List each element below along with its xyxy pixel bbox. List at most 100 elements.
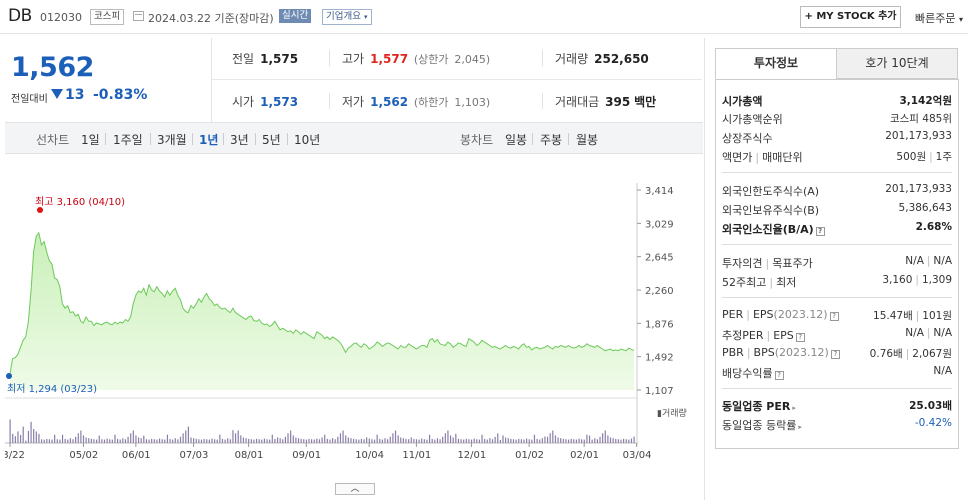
x-tick-label: 12/01 xyxy=(457,450,486,461)
volume-bar xyxy=(549,433,551,443)
volume-bar xyxy=(303,439,305,443)
volume-bar xyxy=(124,439,127,443)
volume-bar xyxy=(308,438,310,443)
volume-bar xyxy=(227,438,229,443)
volume-bar xyxy=(345,435,347,443)
volume-bar xyxy=(295,437,297,443)
volume-bar xyxy=(455,433,457,443)
help-icon[interactable]: ? xyxy=(795,333,805,342)
period-3y[interactable]: 3년 xyxy=(230,133,249,147)
volume-bar xyxy=(88,438,90,443)
volume-bar xyxy=(560,438,562,443)
volume-bar xyxy=(449,435,452,443)
stock-name: DB xyxy=(8,6,32,26)
volume-bar xyxy=(607,435,609,443)
chevron-right-icon[interactable]: ▸ xyxy=(798,423,802,431)
price-chart[interactable]: 3,414 3,029 2,645 2,260 1,876 1,492 1,107 03/22… xyxy=(5,155,703,485)
chevron-down-icon: ▾ xyxy=(958,15,963,24)
volume-bar xyxy=(528,439,530,443)
volume-bar xyxy=(38,433,40,443)
period-3m[interactable]: 3개월 xyxy=(157,133,187,147)
volume-bar xyxy=(615,438,617,443)
period-1y[interactable]: 1년 xyxy=(199,133,219,147)
per-row: PER | EPS(2023.12)? 15.47배 | 101원 xyxy=(722,308,952,322)
volume-bar xyxy=(499,440,501,443)
w52-row: 52주최고 | 최저 3,160 | 1,309 xyxy=(722,274,952,289)
volume-bar xyxy=(630,438,633,443)
sector-rate-row: 동일업종 등락률 ▸ -0.42% xyxy=(722,417,952,432)
help-icon[interactable]: ? xyxy=(829,312,839,321)
volume-bar xyxy=(526,438,528,443)
volume-bar xyxy=(326,438,328,443)
volume-bar xyxy=(583,439,585,443)
volume-bar xyxy=(596,439,598,443)
volume-bar xyxy=(318,439,321,443)
volume-bar xyxy=(570,438,572,443)
volume-bar xyxy=(203,438,205,443)
volume-bar xyxy=(400,437,402,443)
volume-bar xyxy=(72,439,74,443)
volume-bar xyxy=(447,430,449,443)
candle-monthly[interactable]: 월봉 xyxy=(576,133,599,147)
volume-bar xyxy=(620,439,622,443)
volume-bar xyxy=(216,439,218,443)
tab-investment-info[interactable]: 투자정보 xyxy=(715,48,837,79)
open-price: 시가 1,573 xyxy=(232,95,299,109)
volume-bar xyxy=(368,438,370,443)
volume-bar xyxy=(143,435,145,443)
candle-weekly[interactable]: 주봉 xyxy=(540,133,563,147)
volume-bar xyxy=(541,438,543,443)
volume-bar xyxy=(604,430,606,443)
volume-bar xyxy=(250,439,252,443)
chevron-right-icon[interactable]: ▸ xyxy=(792,404,796,412)
volume-bar xyxy=(290,430,292,443)
volume-bar xyxy=(56,439,58,443)
x-tick-label: 11/01 xyxy=(402,450,431,461)
investment-info-body: 시가총액 3,142억원 시가총액순위 코스피 485위 상장주식수 201,173,… xyxy=(715,79,959,449)
period-10y[interactable]: 10년 xyxy=(294,133,321,147)
corp-info-dropdown[interactable]: 기업개요 ▾ xyxy=(322,9,372,25)
volume-bar xyxy=(61,434,64,443)
candle-daily[interactable]: 일봉 xyxy=(505,133,528,147)
volume-bar xyxy=(67,439,69,443)
help-icon[interactable]: ? xyxy=(774,371,784,380)
volume-bar xyxy=(48,439,51,443)
volume-bar xyxy=(371,439,373,443)
help-icon[interactable]: ? xyxy=(830,350,840,359)
period-1d[interactable]: 1일 xyxy=(81,133,100,147)
volume-bar xyxy=(347,437,349,443)
volume-bar xyxy=(436,438,439,443)
volume-bar xyxy=(255,438,258,443)
volume-bar xyxy=(379,438,381,443)
tab-order-book[interactable]: 호가 10단계 xyxy=(836,48,958,79)
chevron-down-icon: ▾ xyxy=(364,13,368,21)
volume-bar xyxy=(423,439,425,443)
period-1w[interactable]: 1주일 xyxy=(113,133,143,147)
period-5y[interactable]: 5년 xyxy=(262,133,281,147)
volume-bar xyxy=(193,438,195,443)
my-stock-add-button[interactable]: + MY STOCK 추가 xyxy=(800,6,901,28)
quick-order-dropdown[interactable]: 빠른주문 ▾ xyxy=(915,12,963,25)
realtime-button[interactable]: 실시간 xyxy=(279,9,312,23)
volume-bar xyxy=(14,436,16,443)
help-icon[interactable]: ? xyxy=(815,227,825,236)
volume-bar xyxy=(397,435,399,443)
volume-bar xyxy=(158,438,161,443)
volume-bar xyxy=(557,437,559,443)
volume-bar xyxy=(531,439,533,443)
volume-bar xyxy=(229,439,231,443)
volume-bar xyxy=(145,439,148,443)
volume-bar xyxy=(373,439,376,443)
volume-bar xyxy=(599,436,601,443)
y-tick-label: 2,260 xyxy=(645,286,674,297)
volume-bar xyxy=(27,431,30,443)
volume-bar xyxy=(109,439,111,443)
collapse-button[interactable]: ︿ xyxy=(335,483,375,495)
quote-info: 전일 1,575 고가 1,577 (상한가 2,045) 거래량 252,650 시… xyxy=(211,38,702,122)
volume-bar xyxy=(258,439,260,443)
volume-bar xyxy=(442,436,444,443)
volume-bar xyxy=(151,438,153,443)
volume-bar xyxy=(515,439,517,443)
volume-bar xyxy=(232,430,234,443)
volume-bar xyxy=(565,439,567,443)
